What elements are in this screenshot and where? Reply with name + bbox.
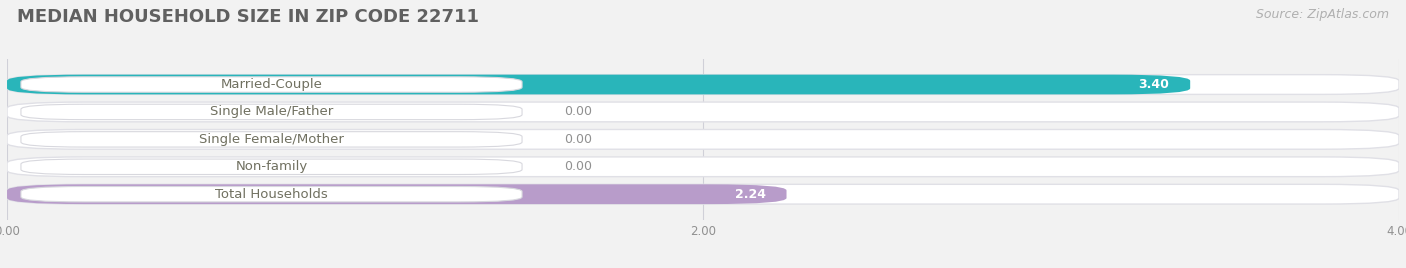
Text: 2.24: 2.24 <box>735 188 766 201</box>
Text: Married-Couple: Married-Couple <box>221 78 322 91</box>
FancyBboxPatch shape <box>7 184 786 204</box>
Text: 0.00: 0.00 <box>564 133 592 146</box>
Text: 3.40: 3.40 <box>1139 78 1170 91</box>
FancyBboxPatch shape <box>7 184 1399 204</box>
FancyBboxPatch shape <box>7 75 1191 94</box>
FancyBboxPatch shape <box>7 157 1399 177</box>
Text: 0.00: 0.00 <box>564 105 592 118</box>
FancyBboxPatch shape <box>7 75 1399 94</box>
FancyBboxPatch shape <box>21 132 522 147</box>
Text: 0.00: 0.00 <box>564 160 592 173</box>
Text: MEDIAN HOUSEHOLD SIZE IN ZIP CODE 22711: MEDIAN HOUSEHOLD SIZE IN ZIP CODE 22711 <box>17 8 479 26</box>
Text: Single Female/Mother: Single Female/Mother <box>200 133 344 146</box>
Text: Source: ZipAtlas.com: Source: ZipAtlas.com <box>1256 8 1389 21</box>
FancyBboxPatch shape <box>21 104 522 120</box>
FancyBboxPatch shape <box>21 159 522 174</box>
Text: Total Households: Total Households <box>215 188 328 201</box>
FancyBboxPatch shape <box>7 102 1399 122</box>
FancyBboxPatch shape <box>21 77 522 92</box>
Text: Non-family: Non-family <box>235 160 308 173</box>
Text: Single Male/Father: Single Male/Father <box>209 105 333 118</box>
FancyBboxPatch shape <box>21 187 522 202</box>
FancyBboxPatch shape <box>7 129 1399 149</box>
